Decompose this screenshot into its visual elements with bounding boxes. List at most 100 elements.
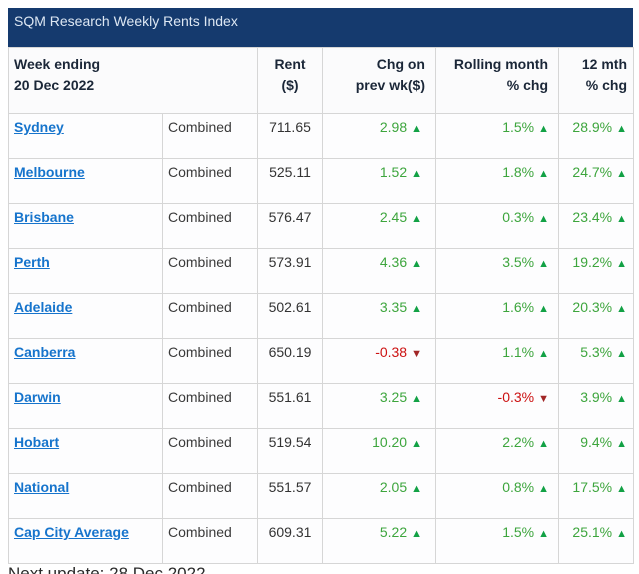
trend-arrow-icon: ▲ [538, 303, 549, 315]
chg-value: 2.98 [379, 119, 408, 135]
city-cell: Perth [8, 248, 163, 294]
table-row-cap-city-average: Cap City Average Combined 609.31 5.22 ▲ 1… [8, 518, 634, 564]
12mth-cell: 19.2% ▲ [558, 248, 634, 294]
trend-arrow-icon: ▲ [616, 303, 627, 315]
col-header-12mth: 12 mth % chg [558, 47, 634, 114]
trend-arrow-icon: ▲ [616, 438, 627, 450]
trend-arrow-icon: ▲ [411, 168, 422, 180]
chg-prev-wk-cell: 2.05 ▲ [322, 473, 436, 519]
week-ending-label: Week ending [14, 56, 101, 72]
12mth-value: 23.4% [572, 209, 613, 225]
12mth-cell: 20.3% ▲ [558, 293, 634, 339]
city-link-cap-city-average[interactable]: Cap City Average [14, 524, 129, 540]
city-link-canberra[interactable]: Canberra [14, 344, 76, 360]
rolling-month-cell: -0.3% ▼ [435, 383, 559, 429]
trend-arrow-icon: ▲ [538, 123, 549, 135]
rent-cell: 573.91 [257, 248, 323, 294]
col-header-week-ending: Week ending 20 Dec 2022 [8, 47, 258, 114]
chg-value: 3.35 [379, 299, 408, 315]
trend-arrow-icon: ▼ [538, 393, 549, 405]
12mth-cell: 17.5% ▲ [558, 473, 634, 519]
12mth-cell: 3.9% ▲ [558, 383, 634, 429]
city-link-hobart[interactable]: Hobart [14, 434, 60, 450]
table-row-adelaide: Adelaide Combined 502.61 3.35 ▲ 1.6% ▲ 20.… [8, 293, 634, 339]
rolling-month-cell: 1.6% ▲ [435, 293, 559, 339]
rent-cell: 650.19 [257, 338, 323, 384]
table-row-melbourne: Melbourne Combined 525.11 1.52 ▲ 1.8% ▲ 24… [8, 158, 634, 204]
table-row-darwin: Darwin Combined 551.61 3.25 ▲ -0.3% ▼ 3.9%… [8, 383, 634, 429]
chg-prev-wk-cell: 3.35 ▲ [322, 293, 436, 339]
col-header-rent: Rent ($) [257, 47, 323, 114]
rent-cell: 576.47 [257, 203, 323, 249]
chg-prev-wk-cell: 3.25 ▲ [322, 383, 436, 429]
city-link-adelaide[interactable]: Adelaide [14, 299, 73, 315]
12mth-cell: 23.4% ▲ [558, 203, 634, 249]
chg-value: -0.38 [375, 344, 408, 360]
table-row-perth: Perth Combined 573.91 4.36 ▲ 3.5% ▲ 19.2% ▲ [8, 248, 634, 294]
week-ending-date: 20 Dec 2022 [14, 77, 95, 93]
col-header-chg-prev-wk: Chg on prev wk($) [322, 47, 436, 114]
city-cell: Brisbane [8, 203, 163, 249]
header-row: Week ending 20 Dec 2022 Rent ($) Chg on … [8, 47, 634, 114]
city-cell: Darwin [8, 383, 163, 429]
12mth-value: 25.1% [572, 524, 613, 540]
trend-arrow-icon: ▲ [411, 303, 422, 315]
chg-value: 1.52 [379, 164, 408, 180]
property-type-cell: Combined [162, 293, 258, 339]
12mth-value: 17.5% [572, 479, 613, 495]
12mth-value: 3.9% [580, 389, 613, 405]
table-row-canberra: Canberra Combined 650.19 -0.38 ▼ 1.1% ▲ 5.… [8, 338, 634, 384]
rolling-value: 0.3% [502, 209, 535, 225]
trend-arrow-icon: ▲ [616, 528, 627, 540]
rent-cell: 551.57 [257, 473, 323, 519]
rolling-month-cell: 3.5% ▲ [435, 248, 559, 294]
rolling-value: 3.5% [502, 254, 535, 270]
property-type-cell: Combined [162, 203, 258, 249]
rent-cell: 551.61 [257, 383, 323, 429]
12mth-cell: 9.4% ▲ [558, 428, 634, 474]
trend-arrow-icon: ▲ [538, 348, 549, 360]
rolling-value: -0.3% [497, 389, 535, 405]
table-row-hobart: Hobart Combined 519.54 10.20 ▲ 2.2% ▲ 9.4%… [8, 428, 634, 474]
trend-arrow-icon: ▲ [411, 213, 422, 225]
rolling-value: 1.8% [502, 164, 535, 180]
chg-prev-wk-cell: 2.98 ▲ [322, 113, 436, 159]
trend-arrow-icon: ▲ [538, 438, 549, 450]
title-bar: SQM Research Weekly Rents Index [8, 8, 633, 47]
col-header-rolling-month: Rolling month % chg [435, 47, 559, 114]
12mth-value: 20.3% [572, 299, 613, 315]
city-link-darwin[interactable]: Darwin [14, 389, 61, 405]
trend-arrow-icon: ▲ [616, 168, 627, 180]
12mth-cell: 24.7% ▲ [558, 158, 634, 204]
page-title: SQM Research Weekly Rents Index [14, 13, 238, 29]
trend-arrow-icon: ▲ [616, 123, 627, 135]
property-type-cell: Combined [162, 113, 258, 159]
city-cell: Sydney [8, 113, 163, 159]
12mth-cell: 25.1% ▲ [558, 518, 634, 564]
rolling-month-cell: 1.8% ▲ [435, 158, 559, 204]
rent-cell: 525.11 [257, 158, 323, 204]
trend-arrow-icon: ▲ [616, 393, 627, 405]
city-cell: Canberra [8, 338, 163, 384]
12mth-value: 19.2% [572, 254, 613, 270]
city-link-national[interactable]: National [14, 479, 70, 495]
rolling-month-cell: 0.3% ▲ [435, 203, 559, 249]
city-link-melbourne[interactable]: Melbourne [14, 164, 85, 180]
city-cell: Melbourne [8, 158, 163, 204]
city-link-brisbane[interactable]: Brisbane [14, 209, 74, 225]
12mth-value: 9.4% [580, 434, 613, 450]
city-link-perth[interactable]: Perth [14, 254, 50, 270]
city-link-sydney[interactable]: Sydney [14, 119, 64, 135]
property-type-cell: Combined [162, 518, 258, 564]
property-type-cell: Combined [162, 473, 258, 519]
chg-prev-wk-cell: 1.52 ▲ [322, 158, 436, 204]
rolling-value: 1.1% [502, 344, 535, 360]
12mth-cell: 28.9% ▲ [558, 113, 634, 159]
chg-value: 3.25 [379, 389, 408, 405]
trend-arrow-icon: ▲ [411, 393, 422, 405]
trend-arrow-icon: ▲ [616, 213, 627, 225]
trend-arrow-icon: ▲ [411, 258, 422, 270]
trend-arrow-icon: ▲ [538, 483, 549, 495]
chg-value: 5.22 [379, 524, 408, 540]
